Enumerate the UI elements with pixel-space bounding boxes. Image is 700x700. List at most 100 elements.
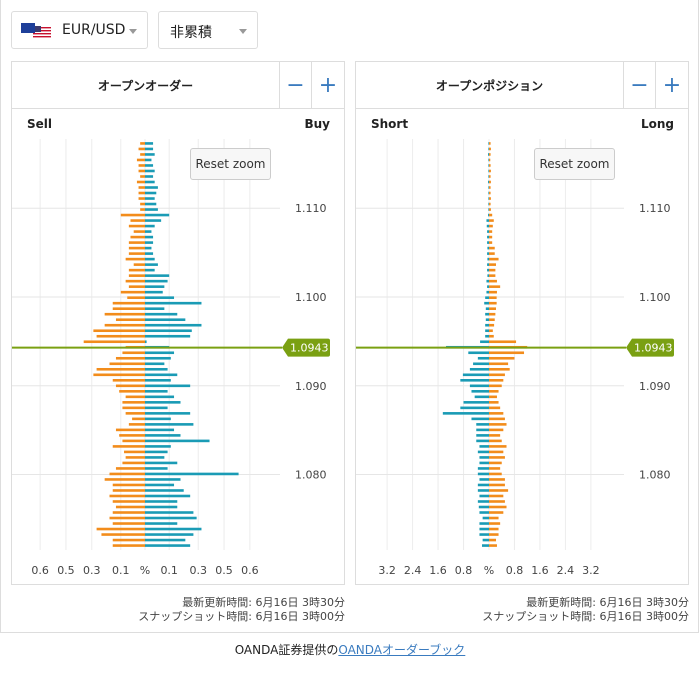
sell-bar bbox=[112, 489, 145, 492]
mode-select[interactable]: 非累積 bbox=[158, 11, 258, 49]
long-bar bbox=[489, 158, 491, 162]
buy-bar bbox=[145, 279, 168, 283]
sell-bar bbox=[125, 279, 145, 283]
orders-chart[interactable]: 1.110 1.100 1.090 1.080 1.0943 0.6 0.5 0.3 0.1% 0… bbox=[12, 62, 344, 584]
buy-bar bbox=[145, 164, 154, 167]
pair-select[interactable]: EUR/USD bbox=[11, 11, 148, 49]
short-bar bbox=[479, 511, 489, 514]
buy-bar bbox=[145, 362, 165, 366]
buy-bar bbox=[145, 406, 168, 410]
buy-bar bbox=[145, 445, 171, 448]
sell-bar bbox=[115, 384, 145, 388]
buy-bar bbox=[145, 472, 239, 476]
long-bar bbox=[489, 142, 491, 145]
short-bar bbox=[485, 296, 489, 299]
mode-label: 非累積 bbox=[170, 25, 212, 41]
short-bar bbox=[479, 461, 489, 465]
long-bar bbox=[489, 279, 497, 283]
short-bar bbox=[476, 423, 489, 426]
orderbook-link[interactable]: OANDAオーダーブック bbox=[338, 643, 466, 657]
sell-bar bbox=[124, 450, 145, 454]
buy-bar bbox=[145, 533, 194, 536]
buy-bar bbox=[145, 544, 191, 547]
buy-bar bbox=[145, 180, 155, 184]
sell-bar bbox=[115, 467, 145, 470]
buy-bar bbox=[145, 323, 202, 327]
zoom-in-button[interactable]: + bbox=[656, 62, 688, 109]
sell-bar bbox=[125, 395, 145, 399]
short-bar bbox=[488, 191, 489, 195]
long-bar bbox=[489, 483, 505, 487]
short-bar bbox=[474, 395, 489, 399]
buy-bar bbox=[145, 423, 194, 426]
sell-bar bbox=[120, 213, 145, 217]
short-bar bbox=[487, 268, 489, 272]
short-bar bbox=[488, 197, 489, 200]
buy-bar bbox=[145, 301, 202, 305]
x-tick-label: 0.1 bbox=[160, 564, 178, 577]
sell-bar bbox=[83, 340, 145, 344]
x-tick-label: % bbox=[140, 564, 150, 577]
sell-bar bbox=[125, 257, 145, 261]
chevron-down-icon bbox=[129, 29, 137, 34]
long-bar bbox=[489, 467, 501, 470]
long-bar bbox=[489, 230, 493, 233]
short-bar bbox=[486, 290, 489, 294]
buy-bar bbox=[145, 329, 192, 333]
positions-timestamps: 最新更新時間: 6月16日 3時30分 スナップショット時間: 6月16日 3時… bbox=[482, 596, 689, 624]
buy-bar bbox=[145, 467, 168, 470]
zoom-in-button[interactable]: + bbox=[312, 62, 344, 109]
sell-bar bbox=[140, 142, 145, 145]
long-bar bbox=[489, 340, 517, 344]
buy-bar bbox=[145, 230, 152, 233]
short-bar bbox=[476, 439, 489, 443]
buy-bar bbox=[145, 505, 178, 509]
buy-bar bbox=[145, 351, 175, 355]
long-bar bbox=[489, 478, 505, 481]
buy-bar bbox=[145, 538, 186, 542]
y-tick-label: 1.090 bbox=[295, 380, 327, 393]
sell-bar bbox=[130, 235, 145, 239]
buy-bar bbox=[145, 367, 168, 371]
y-tick-label: 1.090 bbox=[639, 380, 671, 393]
positions-chart[interactable]: 1.110 1.100 1.090 1.080 1.0943 3.2 2.4 1.6 0.8% 0… bbox=[356, 62, 688, 584]
short-bar bbox=[460, 379, 489, 382]
short-bar bbox=[485, 323, 489, 327]
short-bar bbox=[471, 390, 489, 393]
sell-bar bbox=[93, 373, 145, 377]
buy-bar bbox=[145, 318, 186, 322]
short-bar bbox=[460, 406, 489, 410]
long-bar bbox=[489, 257, 499, 261]
x-tick-label: 3.2 bbox=[582, 564, 600, 577]
buy-bar bbox=[145, 516, 197, 520]
buy-bar bbox=[145, 511, 194, 514]
short-bar bbox=[485, 312, 489, 316]
x-tick-label: 1.6 bbox=[429, 564, 447, 577]
buy-bar bbox=[145, 175, 154, 178]
sell-bar bbox=[109, 494, 145, 498]
short-bar bbox=[442, 412, 489, 415]
short-bar bbox=[477, 483, 489, 487]
short-bar bbox=[487, 235, 489, 239]
reset-zoom-button[interactable]: Reset zoom bbox=[190, 148, 271, 180]
long-bar bbox=[489, 505, 507, 509]
buy-bar bbox=[145, 489, 184, 492]
buy-bar bbox=[145, 246, 152, 250]
short-bar bbox=[479, 445, 489, 448]
buy-bar bbox=[145, 340, 147, 344]
reset-zoom-button[interactable]: Reset zoom bbox=[534, 148, 615, 180]
short-bar bbox=[484, 301, 489, 305]
short-bar bbox=[488, 158, 489, 162]
long-bar bbox=[489, 439, 502, 443]
buy-bar bbox=[145, 390, 168, 393]
zoom-out-button[interactable]: − bbox=[280, 62, 312, 109]
short-bar bbox=[482, 516, 489, 520]
long-bar bbox=[489, 224, 493, 228]
short-bar bbox=[478, 505, 489, 509]
buy-bar bbox=[145, 202, 157, 206]
buy-bar bbox=[145, 213, 170, 217]
buy-bar bbox=[145, 461, 178, 465]
buy-bar bbox=[145, 356, 171, 360]
sell-bar bbox=[130, 219, 145, 222]
zoom-out-button[interactable]: − bbox=[624, 62, 656, 109]
